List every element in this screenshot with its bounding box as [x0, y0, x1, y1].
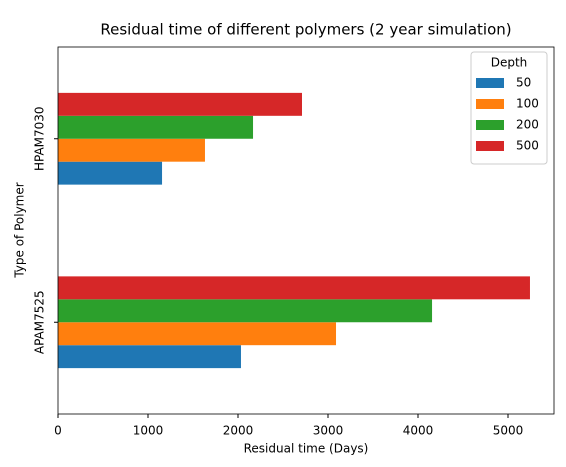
x-tick-label: 0 — [54, 424, 62, 438]
legend-swatch — [476, 99, 504, 109]
x-axis-label: Residual time (Days) — [244, 442, 369, 456]
legend-label: 200 — [516, 118, 539, 132]
x-tick-label: 3000 — [313, 424, 344, 438]
legend-title: Depth — [491, 56, 528, 70]
bar — [58, 138, 205, 162]
y-tick-label: HPAM7030 — [33, 106, 47, 171]
legend-label: 500 — [516, 139, 539, 153]
bar — [58, 92, 302, 116]
chart-title: Residual time of different polymers (2 y… — [100, 21, 511, 39]
legend-swatch — [476, 141, 504, 151]
x-tick-label: 4000 — [403, 424, 434, 438]
legend-swatch — [476, 120, 504, 130]
y-axis-label: Type of Polymer — [13, 182, 27, 278]
legend-label: 100 — [516, 97, 539, 111]
legend-swatch — [476, 78, 504, 88]
legend-label: 50 — [516, 76, 531, 90]
bar — [58, 345, 241, 369]
y-tick-label: APAM7525 — [33, 290, 47, 354]
bar — [58, 322, 337, 346]
x-tick-label: 1000 — [133, 424, 164, 438]
bar — [58, 115, 254, 139]
plot-frame — [57, 46, 555, 415]
bar — [58, 299, 433, 323]
x-tick-label: 2000 — [223, 424, 254, 438]
bar — [58, 276, 530, 300]
x-tick-label: 5000 — [493, 424, 524, 438]
bar — [58, 161, 163, 185]
